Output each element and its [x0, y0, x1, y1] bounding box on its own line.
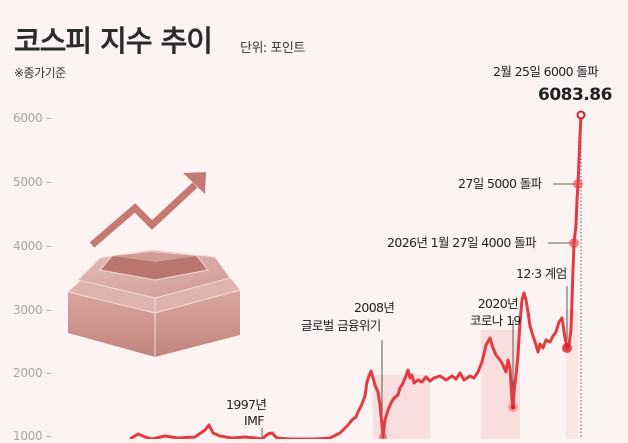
milestone-5000-marker	[573, 179, 583, 189]
y-tick-5000: 5000 –	[13, 175, 52, 189]
martial-law-label: 12·3 계엄	[516, 266, 567, 281]
peak-annotation: 2월 25일 6000 돌파	[493, 64, 599, 79]
chart-title: 코스피 지수 추이	[14, 24, 213, 58]
imf-year-label: 1997년	[226, 397, 267, 412]
y-tick-6000: 6000 –	[13, 111, 52, 125]
y-tick-4000: 4000 –	[13, 239, 52, 253]
basis-note: ※종가기준	[14, 66, 66, 80]
peak-value: 6083.86	[538, 85, 612, 105]
milestone-4000-marker	[569, 238, 579, 248]
gfc-year-label: 2008년	[354, 300, 395, 315]
martial-law-marker	[562, 343, 572, 353]
imf-label: IMF	[244, 413, 264, 428]
milestone-4000-label: 2026년 1월 27일 4000 돌파	[387, 235, 536, 250]
gfc-marker	[379, 433, 387, 439]
gfc-label: 글로벌 금융위기	[301, 318, 381, 333]
peak-marker	[576, 110, 586, 120]
pedestal-icon	[67, 249, 241, 357]
covid-low-core	[510, 404, 516, 410]
y-tick-3000: 3000 –	[13, 303, 52, 317]
covid-label: 코로나 19	[470, 313, 521, 328]
kospi-line	[129, 114, 583, 439]
milestone-5000-label: 27일 5000 돌파	[458, 176, 542, 191]
y-tick-2000: 2000 –	[13, 366, 52, 380]
unit-label: 단위: 포인트	[240, 41, 305, 56]
covid-year-label: 2020년	[477, 296, 519, 311]
rising-arrow-icon	[89, 172, 206, 248]
